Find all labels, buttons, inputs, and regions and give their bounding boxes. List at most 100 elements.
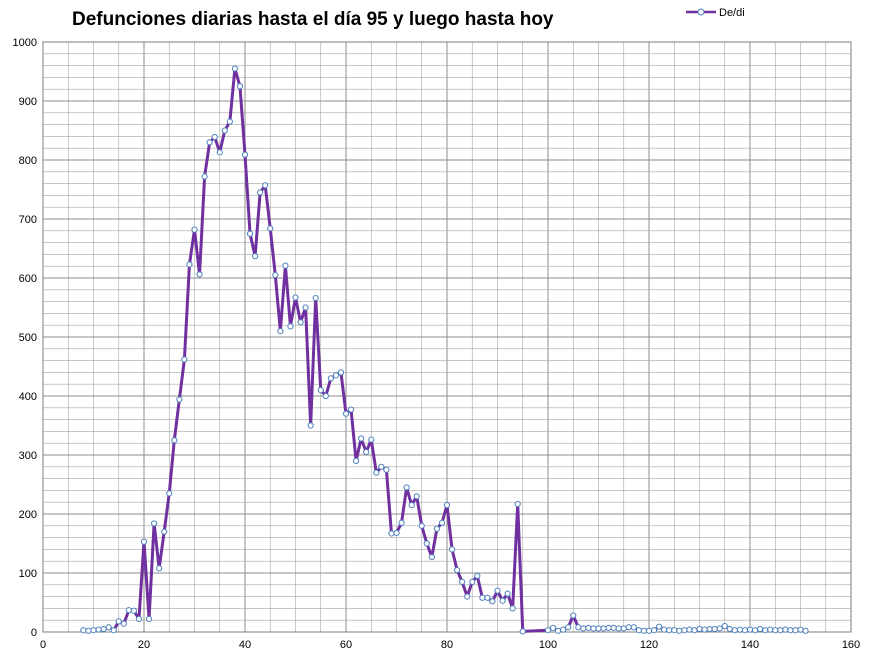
data-point: [85, 627, 92, 634]
data-point: [701, 626, 708, 633]
data-point: [443, 502, 451, 509]
y-axis: 0 100 200 300 400 500 600 700 800 900 1000: [13, 37, 37, 639]
data-point: [322, 392, 329, 400]
x-tick-label: 0: [40, 639, 46, 651]
data-point: [267, 225, 274, 232]
data-point: [216, 149, 223, 156]
y-tick-label: 0: [31, 627, 37, 639]
x-tick-label: 160: [842, 639, 860, 651]
data-point: [80, 627, 87, 634]
data-point: [691, 627, 698, 634]
data-point: [494, 587, 501, 594]
data-point: [145, 615, 153, 623]
data-point: [246, 230, 254, 237]
x-tick-label: 20: [138, 639, 150, 651]
data-point: [620, 625, 627, 632]
data-point: [347, 406, 355, 413]
data-point: [676, 627, 683, 634]
data-point: [327, 375, 334, 382]
data-point: [438, 519, 446, 526]
data-point: [388, 530, 395, 537]
data-point: [711, 625, 718, 633]
data-point: [726, 625, 733, 633]
data-point: [378, 463, 385, 470]
data-point: [555, 627, 562, 634]
data-point: [257, 189, 264, 196]
data-point: [580, 625, 587, 632]
data-point: [454, 566, 461, 574]
data-point: [585, 624, 592, 631]
data-point: [262, 182, 269, 189]
data-point: [373, 469, 380, 476]
data-point: [312, 294, 319, 302]
data-point: [762, 627, 769, 634]
data-point: [514, 500, 521, 508]
data-point: [484, 594, 491, 601]
data-point: [650, 627, 658, 634]
data-point: [418, 522, 425, 529]
data-point: [746, 626, 754, 633]
legend-label-de-di: De/di: [719, 7, 745, 19]
data-point: [186, 261, 193, 268]
data-point: [757, 625, 764, 633]
y-tick-label: 500: [19, 332, 37, 344]
data-point: [353, 457, 360, 464]
data-point: [307, 422, 314, 429]
x-tick-label: 80: [441, 639, 453, 651]
data-point: [100, 625, 107, 633]
legend: De/di: [686, 7, 745, 19]
x-tick-label: 120: [640, 639, 658, 651]
data-point: [519, 628, 526, 635]
data-point: [408, 502, 415, 509]
x-tick-label: 100: [539, 639, 557, 651]
data-point: [504, 590, 511, 597]
data-point: [176, 396, 183, 403]
data-point: [772, 627, 779, 634]
data-point: [767, 626, 774, 633]
data-point: [570, 612, 577, 619]
data-point: [681, 627, 688, 634]
y-tick-label: 400: [19, 391, 37, 403]
data-point: [221, 127, 228, 134]
data-point: [716, 625, 723, 632]
data-point: [292, 294, 299, 301]
data-point: [671, 627, 678, 634]
data-point: [211, 133, 218, 141]
y-tick-label: 200: [19, 509, 37, 521]
data-point: [423, 540, 430, 547]
x-tick-label: 60: [340, 639, 352, 651]
data-point: [706, 625, 713, 633]
y-tick-label: 600: [19, 273, 37, 285]
data-point: [610, 624, 617, 631]
data-point: [459, 578, 466, 585]
data-point: [731, 627, 738, 634]
data-point: [787, 627, 794, 634]
data-point: [605, 624, 612, 631]
data-point: [751, 627, 759, 634]
data-point: [560, 626, 567, 633]
x-tick-label: 40: [239, 639, 251, 651]
data-point: [630, 624, 637, 631]
data-point: [479, 594, 486, 601]
data-point: [337, 369, 345, 376]
data-point: [317, 387, 324, 394]
data-point: [120, 620, 127, 627]
data-point: [110, 627, 117, 634]
data-point: [686, 626, 693, 633]
data-point: [272, 271, 279, 279]
data-point: [469, 578, 476, 585]
data-point: [792, 627, 799, 634]
data-point: [666, 627, 673, 634]
data-point: [797, 626, 804, 633]
data-point: [252, 253, 259, 260]
data-point: [575, 624, 582, 631]
data-point: [565, 624, 572, 631]
y-tick-label: 100: [19, 568, 37, 580]
y-tick-label: 300: [19, 450, 37, 462]
data-point: [499, 597, 506, 604]
data-point: [640, 627, 648, 634]
data-point: [721, 623, 728, 630]
data-point: [358, 435, 365, 442]
data-point: [656, 623, 663, 630]
